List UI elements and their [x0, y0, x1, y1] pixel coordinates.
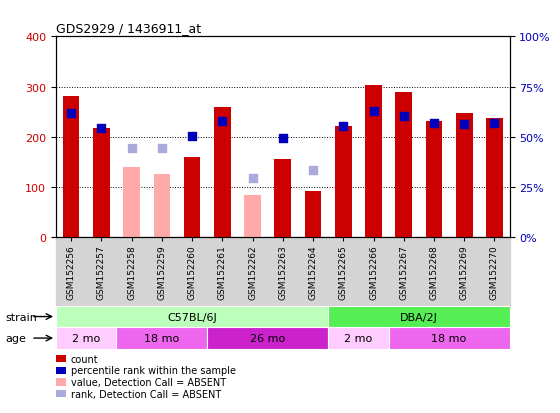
Bar [419, 238, 449, 306]
Point [490, 120, 499, 127]
Bar [449, 238, 479, 306]
Point [157, 145, 166, 152]
Bar [426, 121, 442, 238]
Text: 2 mo: 2 mo [72, 333, 100, 343]
Bar [56, 238, 86, 306]
Bar [365, 85, 382, 238]
Point [218, 118, 227, 125]
Bar [147, 238, 177, 306]
Bar [56, 328, 116, 349]
Bar [328, 306, 510, 328]
Bar [207, 328, 328, 349]
Point [248, 176, 257, 182]
Bar [56, 306, 328, 328]
Text: GDS2929 / 1436911_at: GDS2929 / 1436911_at [56, 21, 201, 35]
Point [127, 145, 136, 152]
Bar [116, 238, 147, 306]
Bar [237, 238, 268, 306]
Bar [358, 238, 389, 306]
Bar [479, 238, 510, 306]
Bar [86, 238, 116, 306]
Text: DBA/2J: DBA/2J [400, 312, 438, 322]
Point [369, 108, 378, 115]
Bar [184, 158, 200, 238]
Bar [214, 107, 231, 238]
Point [460, 122, 469, 128]
Point [339, 123, 348, 130]
Bar [63, 96, 80, 238]
Text: value, Detection Call = ABSENT: value, Detection Call = ABSENT [71, 377, 226, 387]
Text: count: count [71, 354, 98, 364]
Point [67, 110, 76, 117]
Bar [123, 168, 140, 238]
Point [97, 125, 106, 132]
Bar [274, 160, 291, 238]
Text: age: age [6, 333, 26, 343]
Point [278, 135, 287, 142]
Point [188, 133, 197, 140]
Bar [153, 174, 170, 238]
Bar [389, 238, 419, 306]
Text: 2 mo: 2 mo [344, 333, 372, 343]
Bar [177, 238, 207, 306]
Text: strain: strain [6, 312, 38, 322]
Text: 26 mo: 26 mo [250, 333, 285, 343]
Bar [268, 238, 298, 306]
Point [309, 167, 318, 173]
Bar [395, 93, 412, 238]
Bar [389, 328, 510, 349]
Text: C57BL/6J: C57BL/6J [167, 312, 217, 322]
Bar [244, 195, 261, 238]
Bar [298, 238, 328, 306]
Point [430, 120, 438, 127]
Bar [93, 128, 110, 238]
Text: percentile rank within the sample: percentile rank within the sample [71, 366, 236, 375]
Bar [486, 119, 503, 238]
Bar [328, 328, 389, 349]
Bar [116, 328, 207, 349]
Bar [456, 114, 473, 238]
Text: 18 mo: 18 mo [144, 333, 179, 343]
Bar [335, 126, 352, 238]
Point [399, 113, 408, 120]
Bar [207, 238, 237, 306]
Bar [328, 238, 358, 306]
Text: rank, Detection Call = ABSENT: rank, Detection Call = ABSENT [71, 389, 221, 399]
Text: 18 mo: 18 mo [432, 333, 466, 343]
Bar [305, 192, 321, 238]
